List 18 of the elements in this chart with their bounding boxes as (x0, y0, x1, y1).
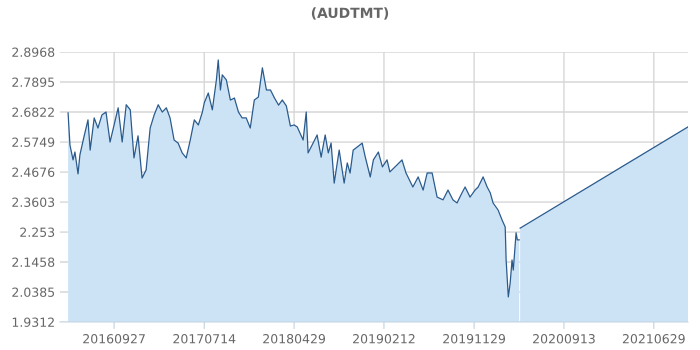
x-tick-label: 20160927 (83, 334, 145, 344)
y-tick-label: 2.7895 (12, 77, 54, 87)
y-tick-label: 2.253 (20, 227, 54, 237)
y-tick-label: 1.9312 (12, 317, 54, 327)
y-tick-label: 2.4676 (12, 167, 54, 177)
x-tick-label: 20190212 (353, 334, 415, 344)
y-tick-label: 2.0385 (12, 287, 54, 297)
y-tick-label: 2.6822 (12, 107, 54, 117)
x-tick-label: 20200913 (533, 334, 595, 344)
x-tick-label: 20170714 (173, 334, 236, 344)
x-tick-label: 20210629 (622, 334, 685, 344)
y-tick-label: 2.1458 (12, 257, 54, 267)
x-tick-label: 20180429 (263, 334, 326, 344)
y-tick-label: 2.8968 (12, 47, 54, 57)
y-tick-label: 2.5749 (12, 137, 54, 147)
chart-title: (AUDTMT) (312, 7, 388, 20)
x-tick-label: 20191129 (443, 334, 506, 344)
y-tick-label: 2.3603 (12, 197, 54, 207)
